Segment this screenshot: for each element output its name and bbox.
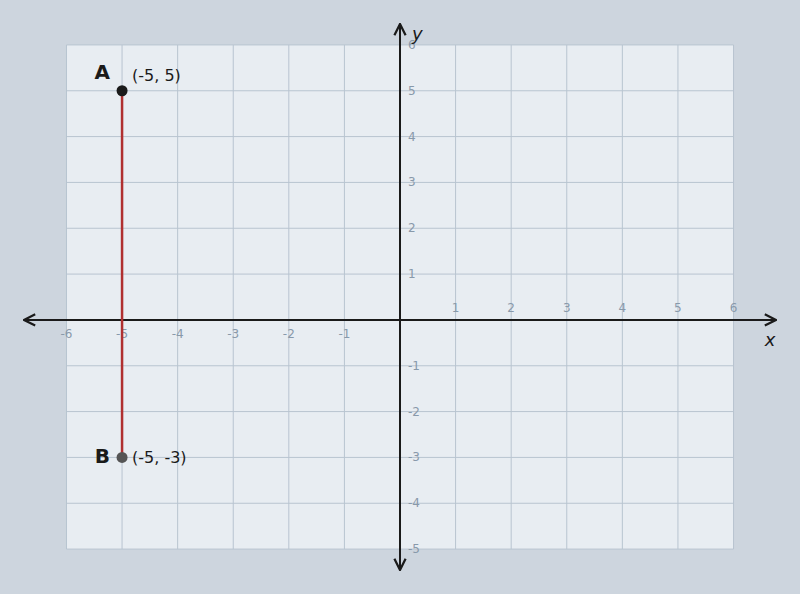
grid-line-x <box>455 45 456 549</box>
grid-line-x <box>344 45 345 549</box>
point-label: A <box>95 60 111 84</box>
x-tick-label: 1 <box>452 301 460 315</box>
grid-line-x <box>511 45 512 549</box>
x-axis-label: x <box>764 329 776 350</box>
x-tick-label: -2 <box>283 327 295 341</box>
y-axis-label: y <box>411 23 423 44</box>
grid-line-x <box>733 45 734 549</box>
grid-line-x <box>566 45 567 549</box>
y-tick-label: -5 <box>408 542 420 556</box>
grid-line-x <box>66 45 67 549</box>
grid-line-x <box>122 45 123 549</box>
point-label: B <box>95 444 110 468</box>
x-tick-label: -4 <box>172 327 184 341</box>
y-tick-label: -3 <box>408 450 420 464</box>
grid-line-x <box>677 45 678 549</box>
x-tick-label: 6 <box>730 301 738 315</box>
y-tick-label: 4 <box>408 130 416 144</box>
grid-line-x <box>288 45 289 549</box>
grid-line-x <box>622 45 623 549</box>
y-tick-label: -4 <box>408 496 420 510</box>
chart: -6-5-4-3-2-1123456-5-4-3-2-1123456xyA(-5… <box>0 0 800 594</box>
y-tick-label: -1 <box>408 359 420 373</box>
segment <box>121 91 124 458</box>
x-tick-label: -1 <box>338 327 350 341</box>
point <box>117 85 128 96</box>
x-tick-label: 2 <box>507 301 515 315</box>
x-tick-label: 5 <box>674 301 682 315</box>
grid-line-x <box>177 45 178 549</box>
x-tick-label: -6 <box>60 327 72 341</box>
y-axis <box>399 24 401 570</box>
point <box>117 452 128 463</box>
y-tick-label: 1 <box>408 267 416 281</box>
x-tick-label: 3 <box>563 301 571 315</box>
y-tick-label: -2 <box>408 405 420 419</box>
data <box>117 85 128 463</box>
coord-label: (-5, -3) <box>132 448 187 467</box>
x-tick-label: -3 <box>227 327 239 341</box>
grid-line-x <box>233 45 234 549</box>
y-tick-label: 2 <box>408 221 416 235</box>
y-tick-label: 5 <box>408 84 416 98</box>
y-tick-label: 3 <box>408 175 416 189</box>
coord-label: (-5, 5) <box>132 66 181 85</box>
x-tick-label: 4 <box>619 301 627 315</box>
